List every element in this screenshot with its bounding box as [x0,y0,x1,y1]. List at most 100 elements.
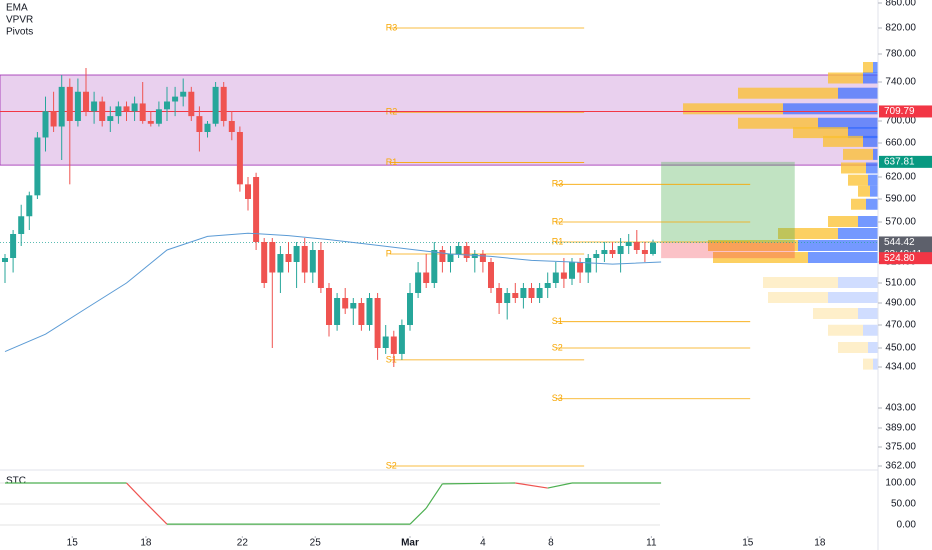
candle-body [123,106,130,112]
candle-body [471,254,478,258]
price-tag [879,155,932,168]
candle-body [439,250,446,262]
candle-body [593,254,600,258]
candle-body [204,123,211,132]
candle-body [496,288,503,303]
vpvr-up [838,228,878,239]
candle-body [285,254,292,262]
candle-body [212,86,219,124]
vpvr-down [828,216,858,227]
y-tick-label: 510.00 [885,278,916,289]
vpvr-up [838,87,878,99]
vpvr-down [828,324,863,336]
candle-body [58,86,65,127]
vpvr-up [868,342,878,353]
candle-body [447,254,454,262]
candle-body [277,254,284,273]
candle-body [633,242,640,250]
candle-body [269,242,276,273]
x-tick-label: 22 [237,538,249,549]
vpvr-down [793,127,848,139]
x-tick-label: 8 [548,538,554,549]
vpvr-up [838,277,878,288]
candle-body [650,242,656,254]
price-tag [879,252,932,265]
vpvr-down [848,174,868,186]
vpvr-down [851,198,866,210]
vpvr-down [708,240,798,251]
candle-body [326,288,332,325]
candle-body [99,101,106,121]
candle-body [488,262,494,288]
candle-body [390,336,397,354]
candle-body [180,91,187,97]
vpvr-up [783,103,878,115]
vpvr-down [763,277,838,288]
vpvr-down [863,62,873,73]
stc-tick-label: 100.00 [885,478,916,489]
vpvr-down [713,252,808,263]
candle-body [66,86,73,121]
y-tick-label: 490.00 [885,298,916,309]
candle-body [50,111,57,127]
y-tick-label: 450.00 [885,343,916,354]
vpvr-down [768,292,828,303]
pivot-label: S2 [386,460,397,470]
vpvr-up [808,252,878,263]
candle-body [374,298,381,348]
candle-body [585,258,592,273]
pivot-label: P [386,248,392,258]
candle-body [512,293,519,298]
candle-body [625,242,632,246]
candle-body [366,298,373,325]
x-tick-label: 25 [310,538,322,549]
vpvr-up [798,240,878,251]
candle-body [228,121,235,132]
pivot-label: S1 [552,316,563,326]
indicator-name: Pivots [6,27,33,38]
stc-line [126,482,144,501]
candle-body [544,283,551,288]
y-tick-label: 362.00 [885,461,916,472]
candle-body [560,272,567,279]
y-tick-label: 700.00 [885,116,916,127]
candle-body [504,293,511,303]
stc-line [409,507,427,525]
candle-body [382,336,389,348]
stc-line [515,482,548,489]
vpvr-down [841,162,866,174]
candle-body [617,246,624,254]
candle-body [342,298,349,309]
candle-body [10,234,17,258]
candle-body [253,177,260,242]
vpvr-up [848,127,878,139]
candle-body [26,195,33,217]
x-tick-label: 15 [67,538,79,549]
y-tick-label: 660.00 [885,138,916,149]
candle-body [398,325,405,354]
vpvr-down [863,358,873,370]
y-tick-label: 860.00 [885,0,916,9]
candle-body [317,250,324,288]
y-tick-label: 620.00 [885,172,916,183]
candle-body [569,262,575,279]
price-tag-label: 637.81 [884,157,915,168]
y-tick-label: 740.00 [885,77,916,88]
vpvr-down [838,342,868,353]
candle-body [455,246,462,254]
candle-body [601,250,608,254]
vpvr-down [778,228,838,239]
candle-body [83,91,89,112]
candle-body [2,258,8,262]
stc-line [142,499,168,525]
vpvr-down [858,185,870,197]
y-tick-label: 470.00 [885,320,916,331]
pivot-label: S2 [552,342,563,352]
vpvr-up [870,185,878,197]
position-stop [661,242,795,259]
candle-body [609,250,616,254]
candle-body [107,116,114,121]
candle-body [42,111,49,138]
candle-body [358,303,365,325]
